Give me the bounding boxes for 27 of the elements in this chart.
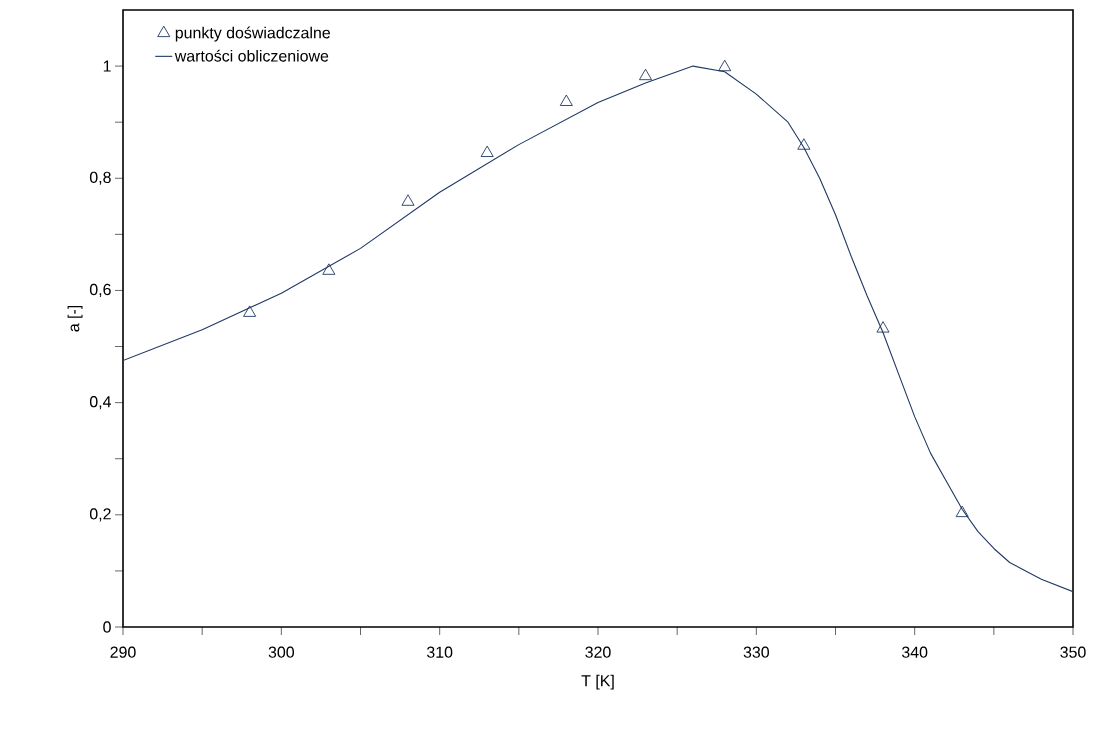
point xyxy=(401,194,415,206)
point xyxy=(559,94,573,106)
legend-label: wartości obliczeniowe xyxy=(174,49,329,62)
point xyxy=(876,321,890,333)
y-axis-title: a [-] xyxy=(67,305,83,332)
y-tick-label: 0,2 xyxy=(89,508,111,522)
point xyxy=(797,138,811,150)
x-tick-label: 290 xyxy=(110,646,136,658)
point xyxy=(480,145,494,157)
x-axis-title: T [K] xyxy=(581,674,614,690)
point xyxy=(955,505,969,518)
x-tick-label: 300 xyxy=(268,646,294,658)
y-tick-label: 1 xyxy=(103,60,111,72)
point xyxy=(243,305,257,317)
x-tick-label: 340 xyxy=(901,646,928,658)
point xyxy=(718,59,732,72)
y-tick-label: 0,6 xyxy=(89,283,111,298)
legend-label: punkty doświadczalne xyxy=(175,26,330,42)
x-tick-label: 320 xyxy=(585,646,611,658)
y-tick-label: 0 xyxy=(103,621,111,633)
y-tick-label: 0,4 xyxy=(89,396,111,410)
y-tick-label: 0,8 xyxy=(89,171,111,185)
x-tick-label: 350 xyxy=(1060,646,1086,658)
x-tick-label: 330 xyxy=(743,646,769,658)
point xyxy=(638,68,653,81)
x-tick-label: 310 xyxy=(426,646,453,658)
point xyxy=(322,263,336,275)
